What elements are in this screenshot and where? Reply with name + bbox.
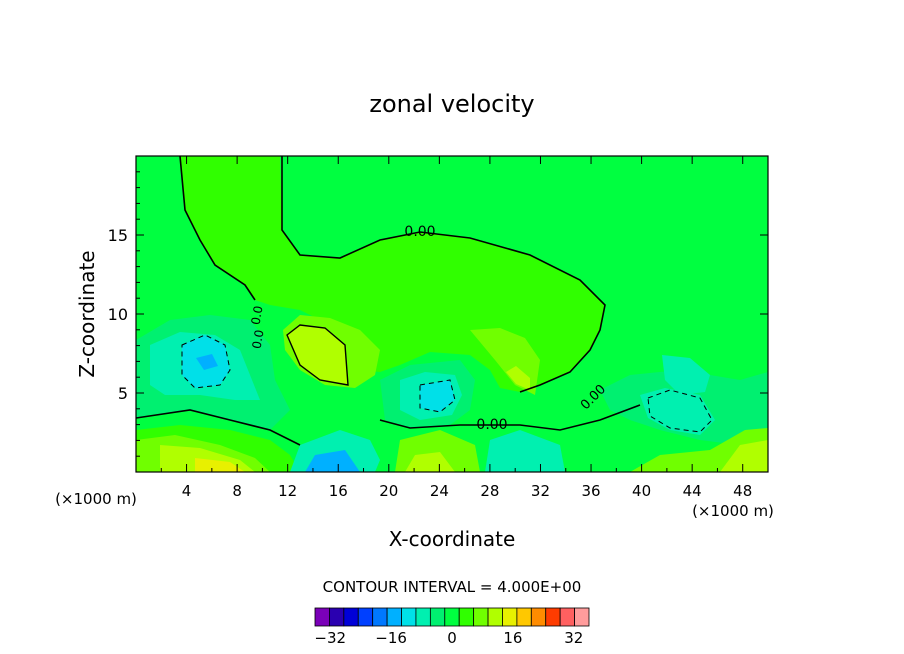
colorbar-tick-label: 32 — [564, 629, 583, 647]
x-tick-label: 16 — [329, 482, 348, 500]
region-negative-8-right-b — [662, 355, 710, 395]
region-negative-8-right — [640, 388, 715, 435]
contour-line-negative-right — [647, 389, 713, 433]
colorbar-tick-label: 16 — [503, 629, 522, 647]
contour-interval-text: CONTOUR INTERVAL = 4.000E+00 — [323, 578, 582, 596]
y-tick-label: 10 — [108, 305, 128, 324]
colorbar-swatch — [357, 607, 374, 627]
colorbar-swatch — [314, 607, 330, 627]
y-tick-label: 15 — [108, 226, 128, 245]
colorbar-tick-label: −16 — [375, 629, 407, 647]
x-tick-label: 8 — [232, 482, 242, 500]
contour-label-0: 0.00 — [404, 224, 435, 240]
colorbar-swatch — [372, 607, 388, 627]
x-tick-label: 28 — [480, 482, 499, 500]
x-unit-label-left: (×1000 m) — [55, 490, 137, 508]
region-bottom-left-16 — [195, 458, 245, 472]
chart-title: zonal velocity — [369, 90, 534, 118]
colorbar-swatch — [444, 607, 460, 627]
region-negative-12-mid — [420, 380, 455, 412]
colorbar-swatch — [545, 607, 561, 627]
region-bottom-negative-a2 — [305, 450, 360, 472]
colorbar-swatch — [473, 607, 489, 627]
x-tick-label: 40 — [632, 482, 651, 500]
contour-label-1: 0.00 — [476, 417, 507, 433]
colorbar-swatch — [386, 607, 402, 627]
x-tick-label: 20 — [379, 482, 398, 500]
contour-line-negative-mid — [419, 379, 456, 413]
x-tick-label: 44 — [683, 482, 702, 500]
colorbar-tick-label: 0 — [447, 629, 457, 647]
contour-label-3: 0.0 — [250, 329, 267, 350]
x-tick-label: 4 — [182, 482, 192, 500]
colorbar-tick-label: −32 — [314, 629, 346, 647]
colorbar-swatch — [516, 607, 532, 627]
colorbar-swatch — [401, 607, 417, 627]
x-unit-label-right: (×1000 m) — [692, 502, 774, 520]
x-tick-label: 48 — [733, 482, 752, 500]
contour-label-2: 0.0 — [249, 305, 266, 326]
y-tick-label: 5 — [118, 384, 128, 403]
x-tick-label: 12 — [278, 482, 297, 500]
x-tick-label: 36 — [581, 482, 600, 500]
region-bottom-negative-b — [485, 430, 565, 472]
region-positive-12-b — [506, 366, 530, 390]
colorbar-swatch — [487, 607, 503, 627]
x-tick-label: 24 — [430, 482, 449, 500]
contour-line-zero-upper — [179, 156, 606, 393]
colorbar-swatch — [458, 607, 475, 627]
colorbar-swatch — [415, 607, 431, 627]
x-tick-label: 32 — [531, 482, 550, 500]
region-negative-16-left — [196, 354, 218, 370]
colorbar-swatch — [574, 607, 590, 627]
colorbar — [314, 607, 590, 627]
y-axis-ticks: 5 10 15 — [108, 171, 768, 457]
colorbar-swatch — [559, 607, 575, 627]
colorbar-swatch — [329, 607, 345, 627]
y-axis-label: Z-coordinate — [75, 250, 99, 377]
colorbar-tick-labels: −32 −16 0 16 32 — [314, 629, 583, 647]
colorbar-swatch — [429, 607, 446, 627]
region-positive-12-a — [287, 325, 348, 385]
x-axis-label: X-coordinate — [389, 527, 516, 551]
contour-line-negative-left — [181, 334, 231, 389]
contour-line-zero-lower — [136, 404, 641, 446]
colorbar-swatch — [343, 607, 359, 627]
colorbar-swatch — [530, 607, 547, 627]
contour-field — [136, 156, 768, 472]
region-bottom-right-12 — [720, 440, 768, 472]
contour-line-positive-a — [286, 324, 349, 386]
region-bottom-mid-12 — [405, 452, 455, 472]
x-axis-ticks: 4 8 12 16 20 24 28 32 36 40 44 48 — [160, 156, 752, 500]
colorbar-swatch — [502, 607, 518, 627]
